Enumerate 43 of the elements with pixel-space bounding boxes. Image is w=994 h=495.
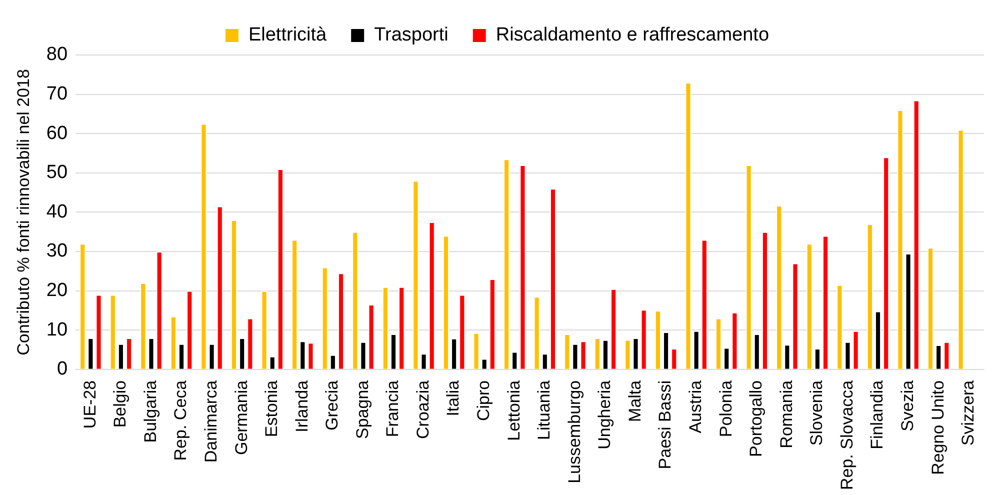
- x-tick-label: Lussemburgo: [564, 380, 584, 484]
- x-tick-label: Slovenia: [807, 380, 826, 446]
- x-tick-label: Lituania: [534, 380, 554, 440]
- y-tick-label: 30: [46, 240, 68, 262]
- legend-label: Trasporti: [374, 24, 448, 46]
- y-tick-label: 50: [46, 162, 68, 184]
- x-tick-label: Malta: [625, 380, 644, 422]
- x-tick-label: Germania: [232, 380, 251, 456]
- y-tick-label: 70: [46, 84, 68, 105]
- x-tick-label: Croazia: [413, 380, 432, 439]
- x-tick-label: Irlanda: [292, 380, 312, 432]
- x-tick-label: Portogallo: [746, 380, 766, 457]
- x-tick-label: Grecia: [322, 380, 342, 430]
- x-tick-label: Belgio: [110, 380, 130, 428]
- y-tick-label: 60: [46, 122, 68, 144]
- y-axis-title: Contributo % fonti rinnovabili nel 2018: [14, 69, 33, 356]
- x-tick-label: Finlandia: [868, 380, 887, 450]
- x-tick-label: Paesi Bassi: [656, 380, 675, 470]
- x-tick-label: Francia: [383, 380, 402, 438]
- y-tick-label: 20: [46, 280, 68, 302]
- y-tick-label: 40: [46, 201, 68, 222]
- x-tick-label: Svizzera: [958, 380, 978, 446]
- x-tick-label: Polonia: [716, 380, 736, 438]
- x-tick-label: UE-28: [80, 380, 100, 429]
- x-tick-label: Romania: [776, 380, 796, 448]
- x-tick-label: Ungheria: [595, 380, 614, 450]
- y-tick-label: 10: [46, 319, 68, 340]
- x-tick-label: Rep. Ceca: [171, 380, 190, 461]
- y-tick-label: 80: [46, 44, 68, 66]
- x-tick-label: Austria: [686, 380, 706, 434]
- x-tick-label: Danimarca: [201, 380, 220, 463]
- x-tick-label: Svezia: [898, 380, 917, 432]
- x-tick-label: Rep. Slovacca: [837, 380, 856, 490]
- legend-label: Elettricità: [248, 24, 328, 46]
- x-tick-label: Cipro: [474, 380, 494, 422]
- legend-label: Riscaldamento e raffrescamento: [496, 24, 770, 46]
- x-tick-label: Italia: [444, 380, 463, 416]
- y-tick-label: 0: [56, 358, 68, 380]
- x-tick-label: Bulgaria: [140, 380, 160, 443]
- x-tick-label: Lettonia: [504, 380, 524, 441]
- x-tick-label: Regno Unito: [928, 380, 948, 475]
- x-tick-label: Spagna: [352, 380, 372, 440]
- x-tick-label: Estonia: [262, 380, 282, 438]
